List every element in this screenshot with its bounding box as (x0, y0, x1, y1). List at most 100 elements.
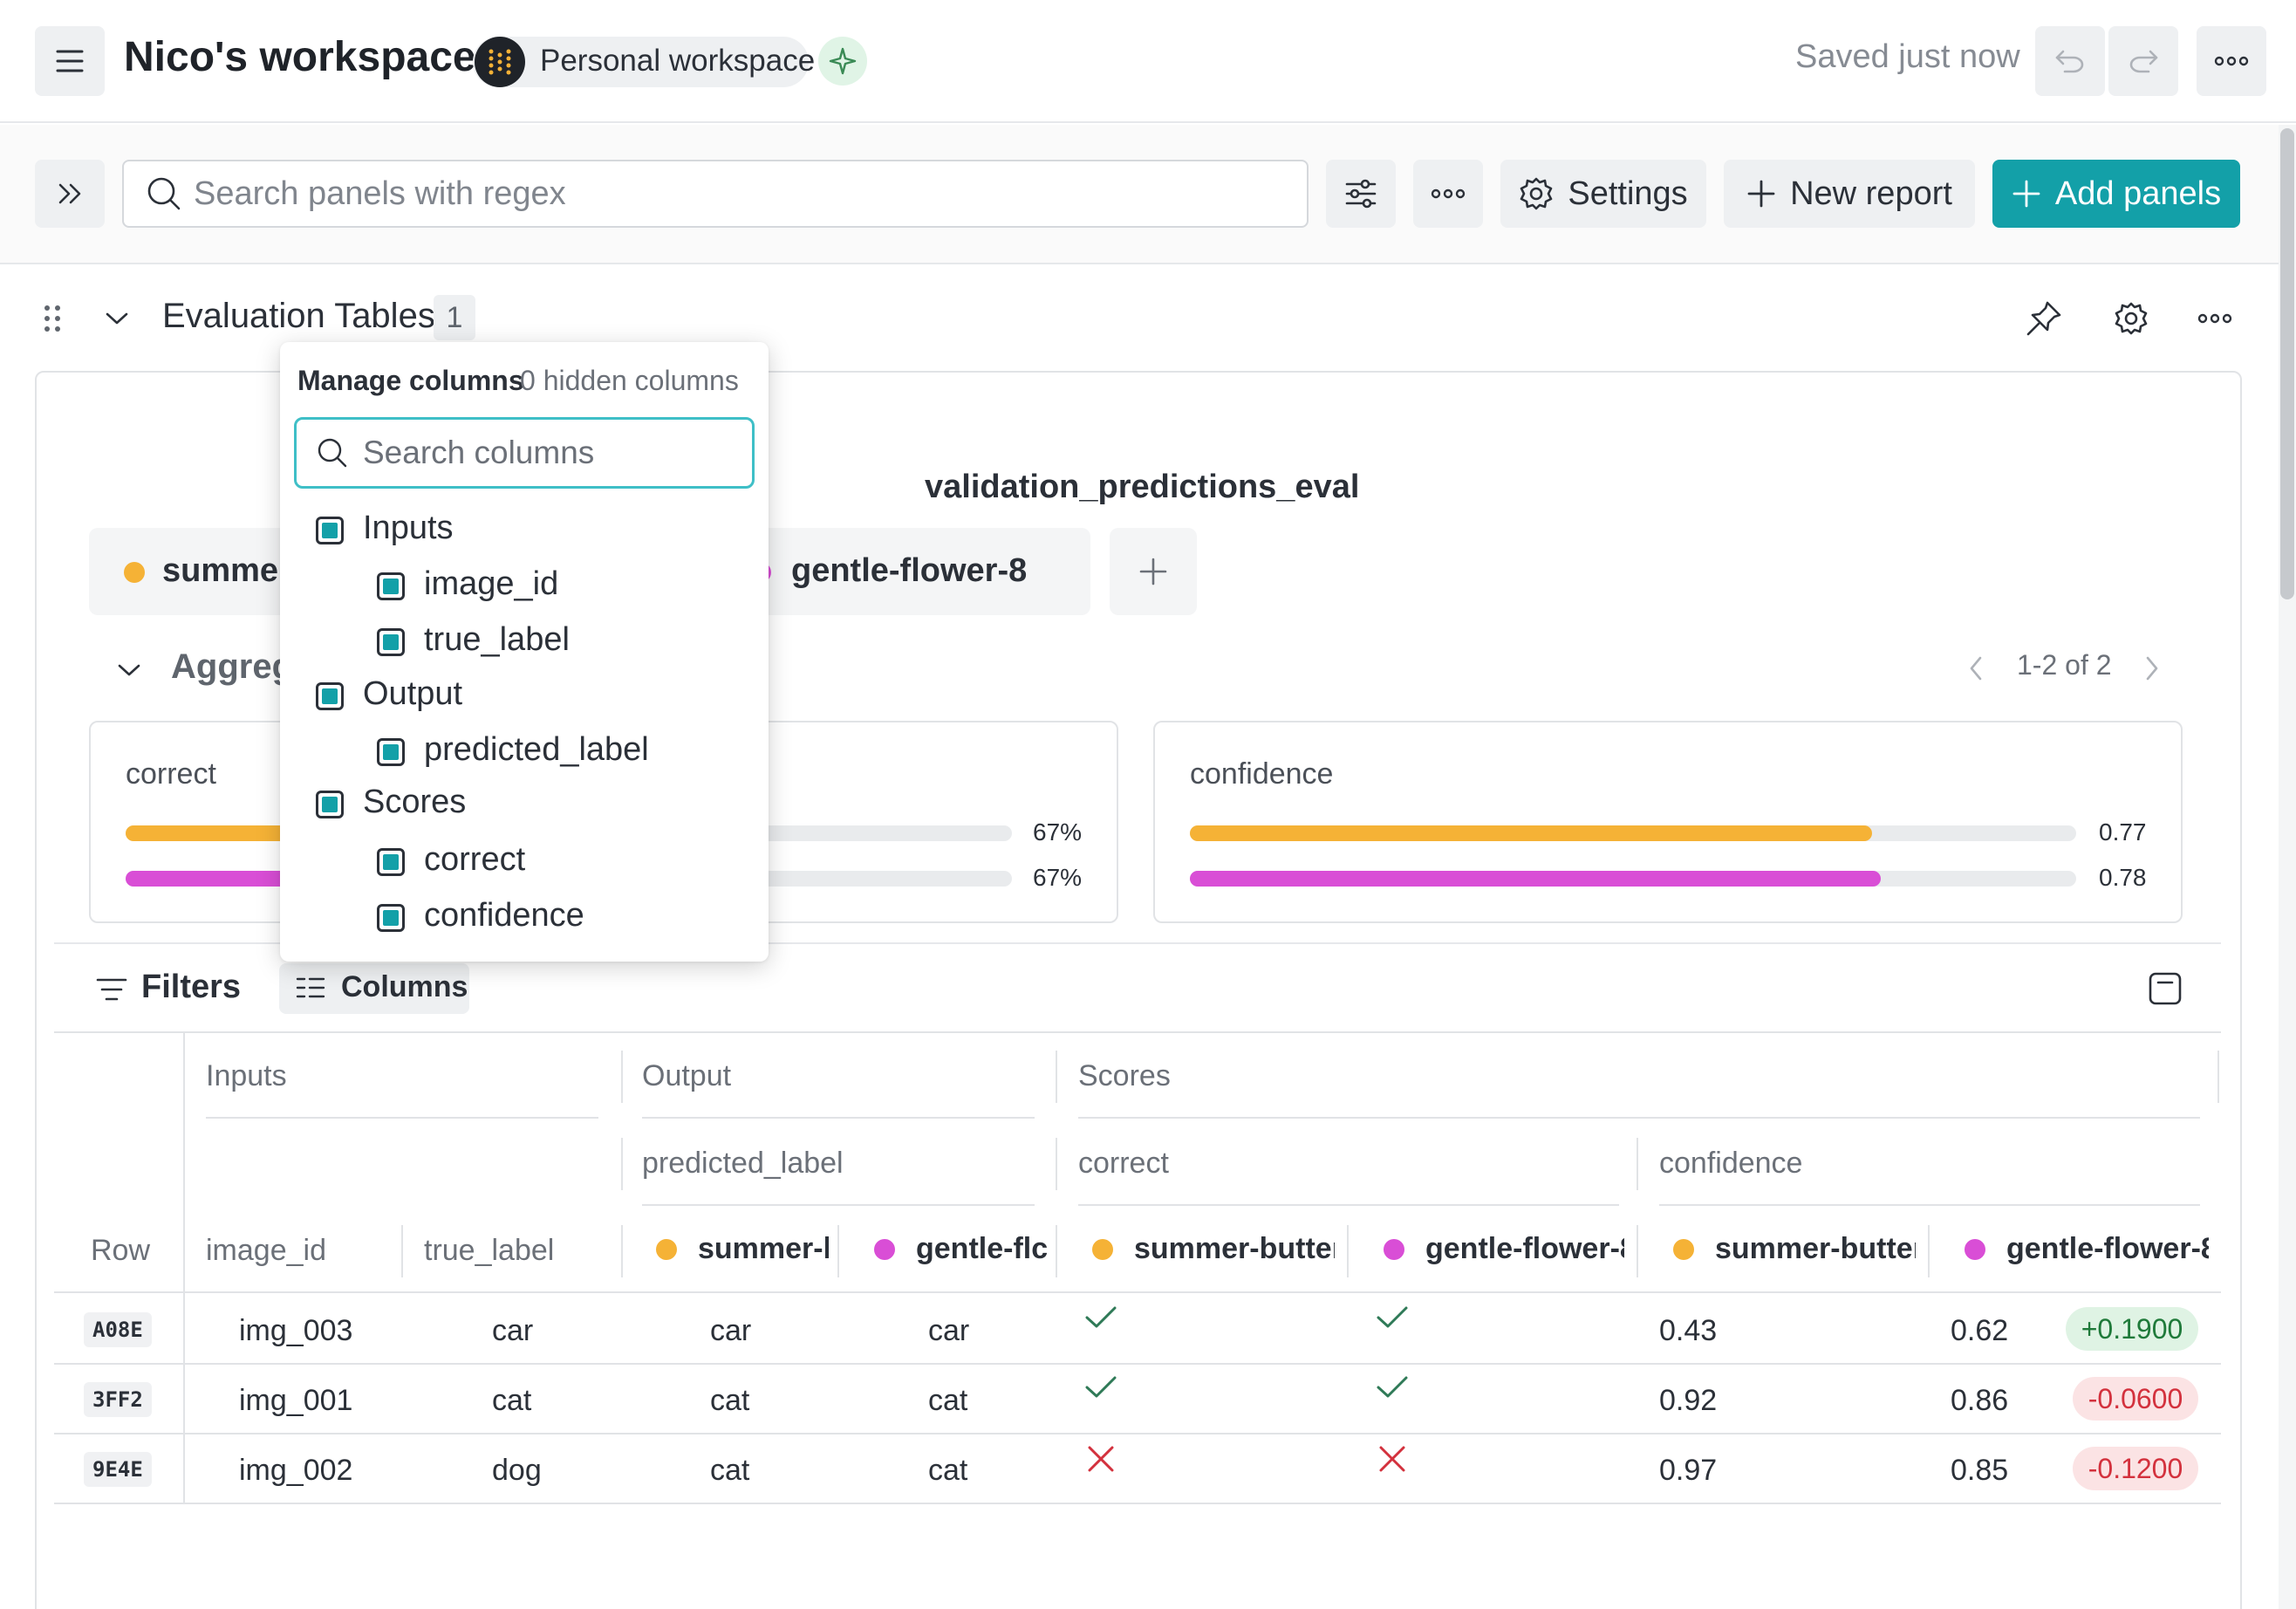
collapse-table-icon[interactable] (2146, 970, 2184, 1007)
column-label: true_label (424, 621, 570, 658)
cell-pred-run1: cat (710, 1384, 750, 1417)
aggregate-card-confidence (1153, 721, 2183, 923)
column-label: image_id (424, 565, 559, 602)
subgroup-header-predicted-label: predicted_label (642, 1147, 844, 1180)
redo-icon (2129, 50, 2158, 73)
header-divider (206, 1117, 598, 1119)
workspace-title: Nico's workspace (124, 34, 476, 80)
column-header-pred-run2[interactable]: gentle-flc (916, 1232, 1047, 1265)
checkbox-confidence[interactable] (377, 904, 405, 932)
more-horizontal-icon[interactable] (2193, 297, 2237, 340)
top-bar (0, 0, 2296, 123)
pin-icon[interactable] (2022, 297, 2066, 340)
new-report-button[interactable]: New report (1724, 160, 1975, 228)
column-header-true-label[interactable]: true_label (424, 1234, 555, 1267)
delta-badge: -0.0600 (2073, 1377, 2198, 1421)
cell-conf-run1: 0.97 (1659, 1454, 1718, 1487)
cell-conf-run2: 0.62 (1951, 1314, 2009, 1347)
run-chip-label: gentle-flower-8 (791, 552, 1028, 589)
header-divider (1078, 1204, 1619, 1206)
checkbox-fill (322, 523, 338, 538)
checkbox-inputs[interactable] (316, 517, 344, 544)
menu-button[interactable] (35, 26, 105, 96)
panel-search-input[interactable] (194, 166, 1293, 222)
table-row[interactable] (54, 1365, 2221, 1433)
checkbox-output[interactable] (316, 682, 344, 710)
drag-handle-icon[interactable] (35, 301, 70, 336)
row-id-badge: 9E4E (84, 1452, 152, 1487)
cross-icon (1375, 1441, 1410, 1476)
column-divider (621, 1051, 623, 1103)
header-divider (642, 1204, 1035, 1206)
plus-icon (2012, 180, 2040, 208)
cell-true-label: car (492, 1314, 534, 1347)
search-icon (145, 175, 183, 213)
toolbar-more-button[interactable] (1413, 160, 1483, 228)
add-run-button[interactable] (1110, 528, 1197, 615)
undo-button[interactable] (2035, 26, 2105, 96)
run-color-dot (874, 1239, 895, 1260)
checkbox-scores[interactable] (316, 791, 344, 818)
chevron-right-icon[interactable] (2139, 653, 2165, 684)
column-header-conf-run2[interactable]: gentle-flower-8 (2006, 1232, 2209, 1265)
run-color-dot (1673, 1239, 1694, 1260)
sparkle-icon (829, 47, 857, 75)
header-divider (642, 1117, 1035, 1119)
cell-conf-run2: 0.86 (1951, 1384, 2009, 1417)
settings-button[interactable]: Settings (1500, 160, 1706, 228)
plus-icon (1139, 558, 1167, 585)
expand-sidebar-button[interactable] (35, 160, 105, 228)
column-header-conf-run1[interactable]: summer-butter (1715, 1232, 1916, 1265)
row-divider (54, 1503, 2221, 1504)
column-divider (1056, 1225, 1057, 1277)
more-options-button[interactable] (2197, 26, 2266, 96)
column-header-correct-run1[interactable]: summer-butter (1134, 1232, 1335, 1265)
sparkle-button[interactable] (818, 37, 867, 86)
chevron-down-icon[interactable] (99, 301, 134, 336)
table-row[interactable] (54, 1434, 2221, 1503)
filters-button[interactable]: Filters (141, 969, 242, 1005)
column-label: predicted_label (424, 731, 649, 768)
columns-icon (295, 972, 326, 1003)
bar-value: 0.78 (2099, 864, 2147, 891)
column-header-row: Row (91, 1234, 151, 1267)
run-chip-gentle-flower[interactable] (715, 528, 1090, 615)
add-panels-button[interactable]: Add panels (1992, 160, 2240, 228)
filter-lines-icon[interactable] (94, 972, 129, 1007)
checkbox-fill (322, 688, 338, 704)
group-header-scores: Scores (1078, 1059, 1171, 1092)
checkbox-fill (383, 744, 399, 760)
delta-badge: +0.1900 (2066, 1307, 2198, 1351)
filter-sliders-button[interactable] (1326, 160, 1396, 228)
column-header-image-id[interactable]: image_id (206, 1234, 326, 1267)
column-divider (1347, 1225, 1349, 1277)
chevron-left-icon[interactable] (1963, 653, 1989, 684)
checkbox-predicted-label[interactable] (377, 738, 405, 766)
column-group-label: Inputs (363, 510, 454, 546)
sliders-icon (1345, 179, 1377, 209)
card-title: confidence (1190, 757, 1334, 791)
chevron-down-icon[interactable] (112, 653, 147, 688)
checkbox-fill (383, 579, 399, 594)
card-title: correct (126, 757, 216, 791)
page-scrollbar-thumb[interactable] (2280, 128, 2294, 599)
checkbox-image-id[interactable] (377, 572, 405, 600)
undo-icon (2055, 50, 2084, 73)
gear-icon[interactable] (2109, 297, 2153, 340)
run-color-dot (656, 1239, 677, 1260)
workspace-type-pill[interactable] (473, 37, 809, 87)
redo-button[interactable] (2108, 26, 2178, 96)
column-search-input[interactable] (363, 426, 738, 480)
checkbox-fill (383, 854, 399, 870)
cross-icon (1083, 1441, 1118, 1476)
column-header-pred-run1[interactable]: summer-l (698, 1232, 829, 1265)
checkbox-correct[interactable] (377, 848, 405, 876)
add-panels-label: Add panels (2054, 175, 2222, 212)
table-row[interactable] (54, 1293, 2221, 1363)
checkbox-true-label[interactable] (377, 628, 405, 656)
column-header-correct-run2[interactable]: gentle-flower-8 (1425, 1232, 1624, 1265)
column-divider (1637, 1138, 1638, 1190)
checkbox-fill (383, 634, 399, 650)
search-icon (314, 435, 351, 471)
workspace-type-label: Personal workspace (540, 44, 816, 78)
